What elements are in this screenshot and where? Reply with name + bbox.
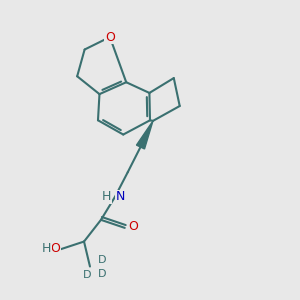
Text: D: D	[98, 255, 107, 265]
Text: D: D	[83, 270, 91, 280]
Text: H: H	[41, 242, 51, 256]
Text: D: D	[98, 269, 107, 279]
Polygon shape	[136, 121, 153, 149]
Text: H: H	[102, 190, 111, 203]
Text: O: O	[129, 220, 139, 233]
Text: O: O	[50, 242, 60, 256]
Text: O: O	[105, 31, 115, 44]
Text: N: N	[116, 190, 125, 203]
